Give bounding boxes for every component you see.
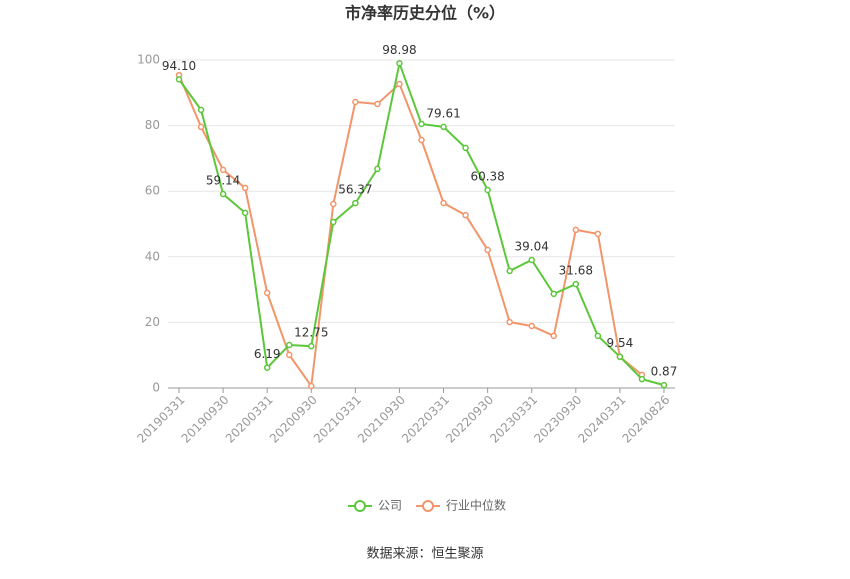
value-label: 31.68: [559, 264, 593, 278]
point: [330, 218, 337, 226]
point: [572, 226, 580, 234]
point: [241, 184, 249, 192]
point: [396, 60, 403, 67]
chart-title: 市净率历史分位（%）: [345, 4, 505, 23]
y-tick-label: 60: [145, 184, 160, 198]
legend-label: 公司: [378, 499, 402, 513]
point: [594, 332, 602, 340]
value-label: 6.19: [254, 347, 281, 361]
point: [638, 375, 646, 383]
point: [506, 318, 513, 326]
point: [263, 364, 271, 371]
value-label: 98.98: [382, 43, 416, 57]
source: 数据来源：恒生聚源: [366, 547, 483, 562]
value-label: 60.38: [470, 169, 504, 183]
point: [616, 353, 624, 360]
point: [528, 322, 535, 330]
point: [219, 190, 227, 198]
point: [506, 267, 513, 275]
y-tick-label: 100: [137, 53, 160, 67]
point: [462, 144, 469, 152]
point: [352, 98, 359, 106]
legend-label: 行业中位数: [446, 498, 506, 513]
value-label: 12.75: [294, 326, 328, 340]
point: [484, 246, 491, 254]
point: [175, 76, 183, 83]
point: [418, 136, 425, 144]
y-tick-label: 20: [145, 315, 160, 329]
legend-marker: [422, 500, 435, 512]
point: [374, 165, 381, 173]
point: [197, 106, 205, 114]
point: [285, 351, 293, 359]
value-label: 0.87: [651, 365, 678, 379]
y-tick-label: 80: [145, 118, 160, 132]
value-label: 56.37: [338, 183, 372, 197]
value-label: 79.61: [426, 106, 460, 120]
point: [440, 199, 447, 207]
point: [219, 166, 227, 174]
value-label: 9.54: [607, 336, 634, 350]
point: [572, 280, 580, 288]
point: [330, 200, 337, 208]
point: [308, 382, 315, 390]
point: [418, 120, 425, 128]
point: [550, 332, 558, 340]
point: [285, 341, 293, 349]
point: [660, 381, 668, 389]
legend-marker: [354, 500, 366, 512]
point: [374, 100, 381, 108]
point: [263, 289, 271, 297]
point: [308, 342, 315, 350]
x-tick-label: 20240826: [619, 393, 672, 446]
point: [484, 186, 491, 194]
y-tick-label: 0: [152, 381, 160, 395]
point: [440, 123, 447, 131]
point: [550, 290, 558, 298]
series-line: [178, 74, 643, 389]
point: [396, 80, 403, 88]
point: [594, 230, 602, 238]
point: [197, 123, 205, 131]
point: [462, 211, 469, 219]
point: [352, 199, 359, 207]
value-label: 59.14: [206, 174, 240, 188]
value-label: 94.10: [162, 59, 196, 73]
value-label: 39.04: [515, 239, 549, 253]
point: [241, 209, 249, 217]
point: [528, 256, 535, 264]
y-tick-label: 40: [145, 249, 160, 263]
